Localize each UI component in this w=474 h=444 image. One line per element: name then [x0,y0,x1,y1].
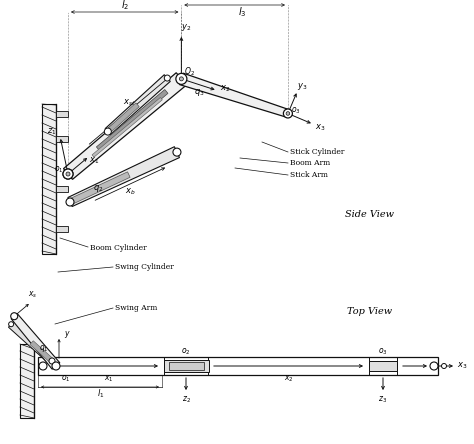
Bar [38,357,438,375]
Text: $z_1$: $z_1$ [47,127,57,137]
Polygon shape [69,172,130,205]
Text: $o_3$: $o_3$ [378,347,388,357]
Text: $x_{st}$: $x_{st}$ [123,97,136,107]
Polygon shape [30,341,54,363]
Circle shape [441,364,447,369]
Text: $o_2$: $o_2$ [181,347,191,357]
Text: $x_3$: $x_3$ [457,361,467,371]
Circle shape [9,322,14,327]
Circle shape [39,362,47,370]
Text: $l_2$: $l_2$ [120,0,129,12]
Text: $x_s$: $x_s$ [28,290,38,300]
Circle shape [49,358,55,364]
Text: $x_1$: $x_1$ [104,374,113,384]
Text: $l_1$: $l_1$ [97,388,105,400]
Text: $z_3$: $z_3$ [378,395,388,405]
Circle shape [179,77,183,81]
Polygon shape [11,313,60,369]
Text: $x_1$: $x_1$ [89,156,100,166]
Text: $x_b$: $x_b$ [125,186,136,197]
Text: Swing Cylinder: Swing Cylinder [115,263,174,271]
Text: $y$: $y$ [64,329,71,340]
Bar [56,186,68,192]
Circle shape [173,148,181,156]
Polygon shape [180,73,289,117]
Text: $o_3$: $o_3$ [291,105,301,116]
Circle shape [430,362,438,370]
Circle shape [66,172,70,176]
Circle shape [63,169,73,179]
Polygon shape [106,103,139,134]
Circle shape [52,362,60,370]
Text: Stick Arm: Stick Arm [290,171,328,179]
Circle shape [164,75,170,81]
Text: Boom Cylinder: Boom Cylinder [90,244,146,252]
Text: $x_2$: $x_2$ [284,374,293,384]
Circle shape [286,112,290,115]
Polygon shape [105,75,170,135]
Text: $O_2$: $O_2$ [184,66,195,78]
Polygon shape [64,73,186,179]
Text: $o_1$: $o_1$ [61,374,71,384]
Bar [20,344,34,418]
Polygon shape [68,147,180,206]
Text: $z_2$: $z_2$ [182,395,191,405]
Circle shape [63,169,73,179]
Text: Boom Arm: Boom Arm [290,159,330,167]
Text: Top View: Top View [347,306,392,316]
Polygon shape [9,321,55,364]
Bar [169,362,204,370]
Bar [56,111,68,117]
Circle shape [66,198,74,206]
Bar [42,104,56,254]
Circle shape [11,313,18,320]
Text: $x_2$: $x_2$ [220,83,231,94]
Text: Stick Cylinder: Stick Cylinder [290,148,345,156]
Text: $l_3$: $l_3$ [238,5,247,19]
Text: Swing Arm: Swing Arm [115,304,157,312]
Circle shape [104,128,111,135]
Text: $q_1$: $q_1$ [39,342,49,353]
Bar [56,226,68,232]
Text: $q_2$: $q_2$ [93,182,103,194]
Text: $y_2$: $y_2$ [181,22,191,33]
Bar [56,136,68,142]
Polygon shape [96,90,168,151]
Text: $q_3$: $q_3$ [194,87,205,99]
Text: Side View: Side View [346,210,394,219]
Bar [164,360,209,372]
Text: $o_1$: $o_1$ [54,165,64,175]
Text: $y_3$: $y_3$ [297,81,308,92]
Text: $x_3$: $x_3$ [315,122,326,133]
Circle shape [283,109,292,118]
Polygon shape [92,98,162,157]
Bar [369,361,397,371]
Circle shape [176,73,187,84]
